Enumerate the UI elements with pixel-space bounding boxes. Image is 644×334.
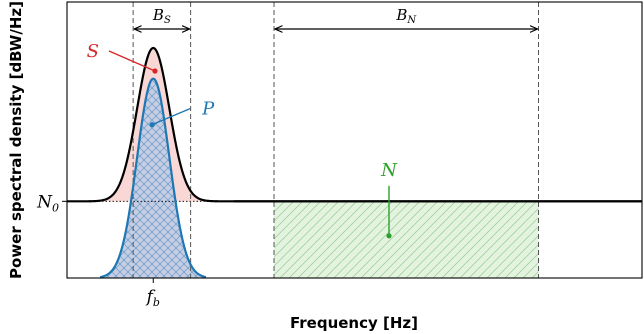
annotation-label-p: P: [201, 99, 215, 120]
bandwidth-brackets: BS BN: [134, 6, 537, 29]
y-tick-label: N0: [36, 192, 59, 214]
x-axis-label: Frequency [Hz]: [290, 314, 418, 332]
annotation-dot-n: [386, 233, 392, 239]
annotation-label-n: N: [380, 160, 398, 181]
annotation-leader-s: [108, 50, 156, 72]
annotation-dot-s: [152, 68, 158, 74]
annotation-dot-p: [149, 122, 155, 128]
signal-curve: [99, 77, 207, 278]
annotation-leader-p: [151, 108, 191, 126]
annotation-label-s: S: [87, 41, 99, 62]
bandwidth-label-s: BS: [152, 6, 171, 26]
y-axis-label: Power spectral density [dBW/Hz]: [7, 1, 25, 279]
bandwidth-label-n: BN: [395, 6, 417, 26]
noise-band-hatch: [274, 201, 539, 278]
x-tick-label: fb: [145, 287, 160, 309]
plot-frame: [66, 1, 643, 279]
bandwidth-guide-lines: [132, 2, 539, 278]
curve-annotations: S P N: [87, 41, 398, 239]
